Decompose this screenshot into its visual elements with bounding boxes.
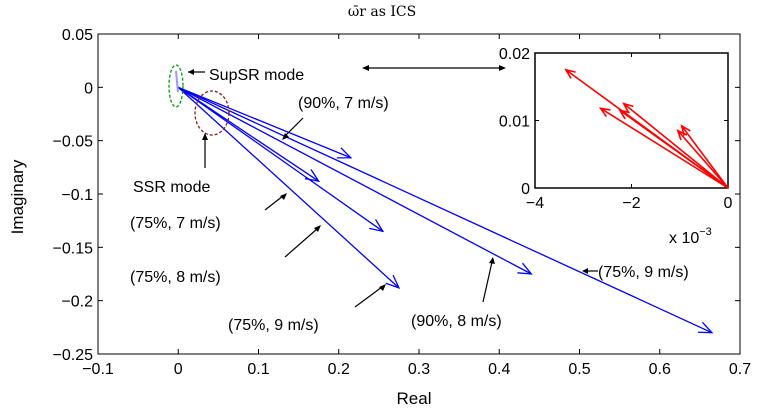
label-75-9-right: (75%, 9 m/s) [598,264,689,281]
arrowhead-75-7 [280,193,287,200]
label-75-8: (75%, 8 m/s) [130,269,221,286]
arrowhead-supsr-inset-right [499,65,506,71]
label-90-7: (90%, 7 m/s) [298,95,389,112]
x-tick-label: 0.4 [488,361,510,378]
y-tick-label: 0.02 [499,46,530,63]
y-tick-label: 0 [84,80,93,97]
vector-head [369,219,385,233]
vector-head [517,262,533,275]
vector-shaft [177,86,400,289]
vector-shaft [178,86,352,159]
x-tick-label: 0.2 [328,361,350,378]
supsr-mode-ellipse [168,64,184,108]
arrowhead-75-9-lower [379,284,386,291]
annotations: SupSR mode SSR mode (90%, 7 m/s) (75%, 7… [130,65,689,334]
vector-shaft [177,86,320,182]
x-tick-label: 0.3 [408,361,430,378]
label-90-8: (90%, 8 m/s) [411,313,502,330]
label-75-9-lower: (75%, 9 m/s) [228,317,319,334]
arrowhead-75-8 [314,225,321,232]
y-tick-label: −0.1 [61,187,93,204]
x-tick-label: 0.6 [649,361,671,378]
x-tick-label: −0.1 [82,361,114,378]
y-tick-label: 0 [521,181,530,198]
x-tick-label: 0.1 [247,361,269,378]
arrow-75-8 [284,228,318,258]
vector-shaft [600,107,729,189]
ssr-mode-ellipse [194,90,230,136]
y-tick-label: −0.2 [61,294,93,311]
vector-head [697,321,714,334]
vector-head [336,147,353,159]
vector-shaft [681,125,729,189]
vector-head [680,124,691,136]
x-axis-label: Real [397,389,432,408]
x-tick-label: 0 [724,195,733,212]
y-tick-label: −0.15 [53,240,94,257]
vector-head [622,102,634,113]
vector-head [618,109,630,120]
arrowhead-75-9-right [582,268,588,274]
arrowhead-supsr-inset-left [362,65,369,71]
x-tick-label: −4 [526,195,544,212]
vector-shaft [619,109,729,189]
label-ssr-mode: SSR mode [133,179,210,196]
supsr-mode-vector [175,70,179,93]
y-tick-label: 0.05 [62,27,93,44]
y-tick-label: −0.25 [53,347,94,364]
vector-shaft [677,130,729,189]
y-tick-label: −0.05 [53,134,94,151]
vector-head [564,68,576,79]
arrow-75-7 [264,195,284,211]
vector-shaft [177,86,532,275]
vector-shaft [177,86,384,232]
arrow-90-7 [284,117,304,137]
vector-head [385,274,401,289]
arrowhead-90-7 [282,133,289,140]
inset-x-scale-note: x 10−3 [669,226,712,247]
vector-head [598,107,611,117]
arrowhead-90-8 [489,257,495,264]
chart-title: ω̄r as ICS [348,4,416,20]
y-tick-label: 0.01 [499,114,530,131]
arrowhead-supsr [188,69,194,75]
arrowhead-ssr [202,133,208,140]
x-tick-label: 0 [174,361,183,378]
label-75-7: (75%, 7 m/s) [130,215,221,232]
x-tick-label: 0.5 [568,361,590,378]
arrow-75-9-lower [354,286,383,308]
label-supsr-mode: SupSR mode [209,67,304,84]
y-axis-label: Imaginary [8,159,27,234]
arrow-90-8 [482,261,493,303]
x-tick-label: −2 [622,195,640,212]
main-axes: −0.1 0 0.1 0.2 0.3 0.4 0.5 0.6 0.7 0.05 0 −0.05 −0.… [53,27,752,378]
x-tick-label: 0.7 [729,361,751,378]
vector-shaft [623,103,729,189]
inset-axes: −4 −2 0 0.02 0.01 0 x 10−3 [499,46,733,247]
vector-shaft [177,86,713,334]
